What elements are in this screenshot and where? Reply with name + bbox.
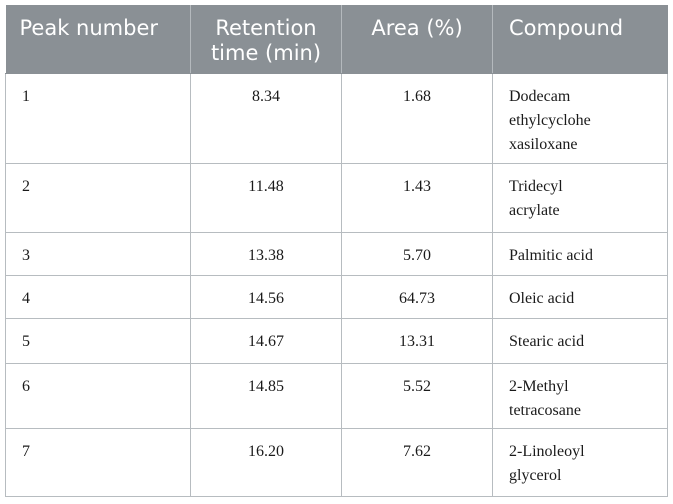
cell-peak-number: 2 [5,163,191,234]
table-row: 5 14.67 13.31 Stearic acid [5,318,668,364]
compound-line: acrylate [509,202,560,220]
header-compound: Compound [492,5,668,74]
cell-compound: Stearic acid [492,318,668,364]
cell-peak-number: 3 [5,232,191,276]
compound-line: glycerol [509,467,562,485]
cell-retention-time: 14.56 [190,275,342,320]
cell-retention-time: 16.20 [190,428,342,497]
cell-area: 5.52 [341,363,493,430]
header-retention-time: Retention time (min) [190,5,342,74]
compound-line: tetracosane [509,401,581,419]
compound-line: Dodecam [509,87,571,105]
cell-compound: 2-Methyl tetracosane [492,363,668,430]
cell-peak-number: 4 [5,275,191,320]
compound-line: 2-Linoleoyl [509,443,585,461]
cell-retention-time: 8.34 [190,73,342,165]
cell-retention-time: 11.48 [190,163,342,234]
cell-peak-number: 5 [5,318,191,364]
cell-retention-time: 14.67 [190,318,342,364]
cell-compound: Oleic acid [492,275,668,320]
table-row: 2 11.48 1.43 Tridecyl acrylate [5,163,668,234]
compound-table-container: Peak number Retention time (min) Area (%… [5,5,668,497]
cell-area: 13.31 [341,318,493,364]
compound-line: Oleic acid [509,289,575,307]
cell-peak-number: 7 [5,428,191,497]
compound-line: Palmitic acid [509,247,593,265]
table-row: 3 13.38 5.70 Palmitic acid [5,232,668,276]
compound-line: Tridecyl [509,178,563,196]
compound-line: xasiloxane [509,135,578,153]
cell-area: 7.62 [341,428,493,497]
cell-area: 1.68 [341,73,493,165]
header-area: Area (%) [341,5,493,74]
table-row: 6 14.85 5.52 2-Methyl tetracosane [5,363,668,430]
table-row: 1 8.34 1.68 Dodecam ethylcyclohe xasilox… [5,73,668,165]
compound-table: Peak number Retention time (min) Area (%… [5,5,668,497]
header-peak-number: Peak number [5,5,191,74]
cell-area: 5.70 [341,232,493,276]
cell-peak-number: 1 [5,73,191,165]
cell-compound: 2-Linoleoyl glycerol [492,428,668,497]
table-row: 7 16.20 7.62 2-Linoleoyl glycerol [5,428,668,497]
cell-compound: Tridecyl acrylate [492,163,668,234]
compound-line: ethylcyclohe [509,111,591,129]
compound-line: Stearic acid [509,333,585,351]
cell-compound: Palmitic acid [492,232,668,276]
cell-area: 64.73 [341,275,493,320]
cell-retention-time: 14.85 [190,363,342,430]
table-row: 4 14.56 64.73 Oleic acid [5,275,668,320]
table-header-row: Peak number Retention time (min) Area (%… [5,5,668,74]
cell-compound: Dodecam ethylcyclohe xasiloxane [492,73,668,165]
cell-peak-number: 6 [5,363,191,430]
cell-retention-time: 13.38 [190,232,342,276]
compound-line: 2-Methyl [509,377,569,395]
cell-area: 1.43 [341,163,493,234]
